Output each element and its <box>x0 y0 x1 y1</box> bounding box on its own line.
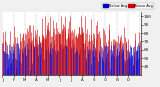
Legend: Below Avg, Above Avg: Below Avg, Above Avg <box>101 3 155 9</box>
